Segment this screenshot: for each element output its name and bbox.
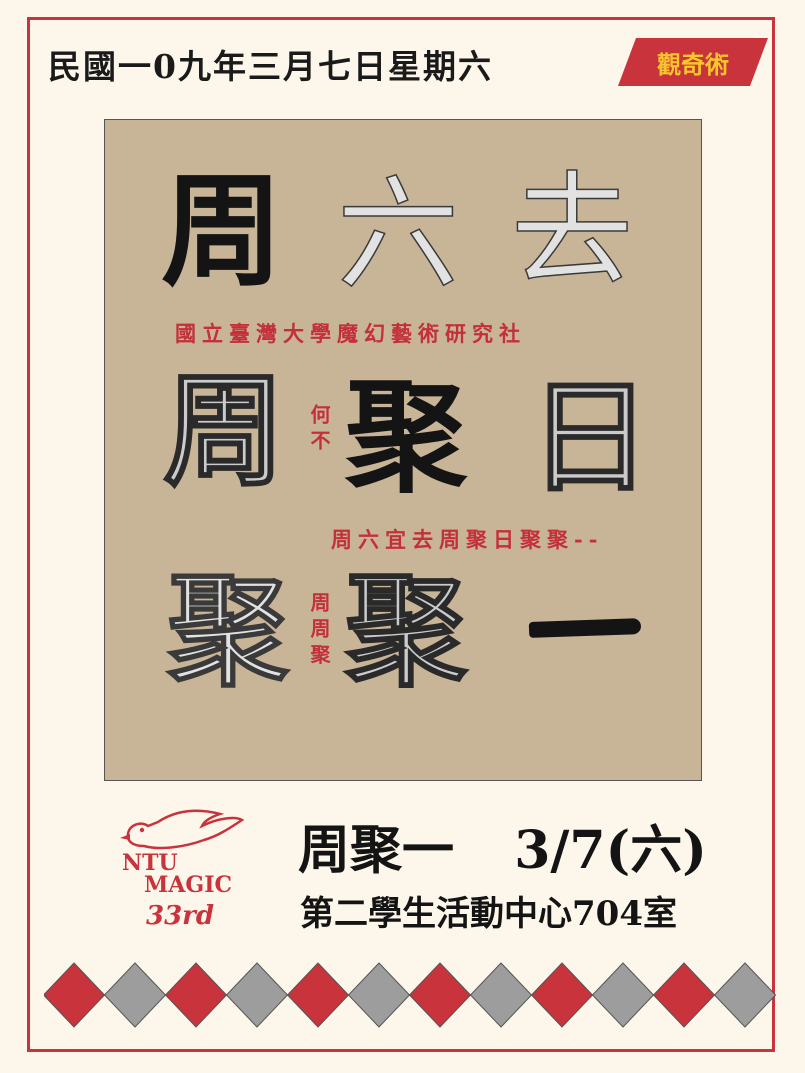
event-date: 3/7(六) <box>514 820 707 881</box>
calligraphy-panel: 周 六 去 國立臺灣大學魔幻藝術研究社 周 何不 聚 日 周六宜去周聚日聚聚--… <box>104 119 702 781</box>
grey-diamond <box>225 962 289 1028</box>
category-tag: 觀奇術 <box>618 38 768 86</box>
grey-diamond <box>713 962 776 1028</box>
glyph-r2c3: 日 <box>528 365 652 509</box>
side-text-zhouzhouju: 周周聚 <box>307 592 331 670</box>
grey-diamond <box>103 962 167 1028</box>
logo-33rd: 33rd <box>146 901 214 930</box>
grey-diamond <box>591 962 655 1028</box>
club-logo: NTU MAGIC 33rd <box>120 809 245 930</box>
logo-magic: MAGIC <box>144 872 232 898</box>
slogan-line: 周六宜去周聚日聚聚-- <box>331 527 604 552</box>
glyph-r1c3: 去 <box>510 160 634 302</box>
grey-diamond <box>347 962 411 1028</box>
grey-diamond <box>469 962 533 1028</box>
glyph-r3c2: 聚 <box>344 559 468 703</box>
category-tag-label: 觀奇術 <box>657 49 729 79</box>
glyph-r2c2: 聚 <box>345 365 467 509</box>
glyph-r2c1: 周 <box>162 359 286 503</box>
dove-icon <box>120 809 245 850</box>
red-diamond <box>652 962 716 1028</box>
event-title: 周聚一 <box>298 820 455 881</box>
red-diamond <box>164 962 228 1028</box>
logo-ntu: NTU <box>122 850 178 876</box>
glyph-r3c1: 聚 <box>166 559 290 703</box>
event-heading: 周聚一 3/7(六) <box>298 808 707 883</box>
glyph-yi-stroke <box>528 618 642 638</box>
club-name-line: 國立臺灣大學魔幻藝術研究社 <box>175 321 526 346</box>
glyph-r1c2: 六 <box>336 164 460 306</box>
date-heading: 民國一0九年三月七日星期六 <box>48 47 493 86</box>
red-diamond <box>286 962 350 1028</box>
red-diamond <box>408 962 472 1028</box>
glyph-r1c1: 周 <box>161 159 283 303</box>
diamond-border-strip <box>44 962 776 1028</box>
red-diamond <box>530 962 594 1028</box>
poster-border <box>27 17 775 1052</box>
side-text-hebu: 何不 <box>307 404 331 456</box>
event-location: 第二學生活動中心704室 <box>300 894 677 934</box>
red-diamond <box>44 962 106 1028</box>
